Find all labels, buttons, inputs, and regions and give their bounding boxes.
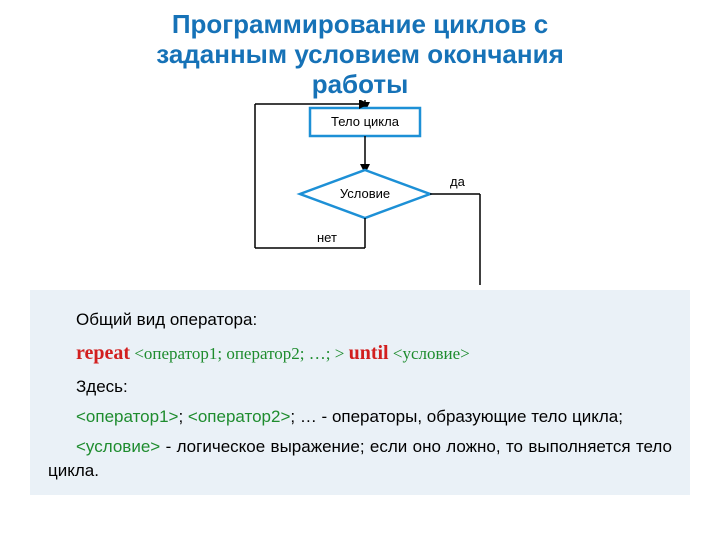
- cond-green: <условие>: [76, 437, 160, 456]
- op1-green: <оператор1>: [76, 407, 178, 426]
- intro-line: Общий вид оператора:: [48, 308, 672, 332]
- ops-desc-line: <оператор1>; <оператор2>; … - операторы,…: [48, 405, 672, 429]
- here-line: Здесь:: [48, 375, 672, 399]
- ops-rest: ; … - операторы, образующие тело цикла;: [290, 407, 623, 426]
- kw-repeat: repeat: [76, 342, 130, 364]
- cond-desc-line: <условие> - логическое выражение; если о…: [48, 435, 672, 483]
- svg-text:Условие: Условие: [340, 186, 390, 201]
- title-line-3: работы: [0, 70, 720, 100]
- syntax-condition: <условие>: [393, 344, 470, 363]
- flowchart-container: Тело цикла Условие да нет: [0, 100, 720, 290]
- kw-until: until: [349, 342, 389, 364]
- page-title: Программирование циклов с заданным услов…: [0, 0, 720, 100]
- flowchart-svg: Тело цикла Условие да нет: [0, 100, 720, 285]
- description-panel: Общий вид оператора: repeat <оператор1; …: [30, 290, 690, 495]
- syntax-operators: <оператор1; оператор2; …; >: [134, 344, 344, 363]
- title-line-2: заданным условием окончания: [0, 40, 720, 70]
- syntax-line: repeat <оператор1; оператор2; …; > until…: [48, 339, 672, 367]
- svg-text:да: да: [450, 174, 466, 189]
- svg-text:нет: нет: [317, 230, 337, 245]
- svg-text:Тело цикла: Тело цикла: [331, 114, 400, 129]
- op2-green: <оператор2>: [188, 407, 290, 426]
- title-line-1: Программирование циклов с: [0, 10, 720, 40]
- ops-sep: ;: [178, 407, 187, 426]
